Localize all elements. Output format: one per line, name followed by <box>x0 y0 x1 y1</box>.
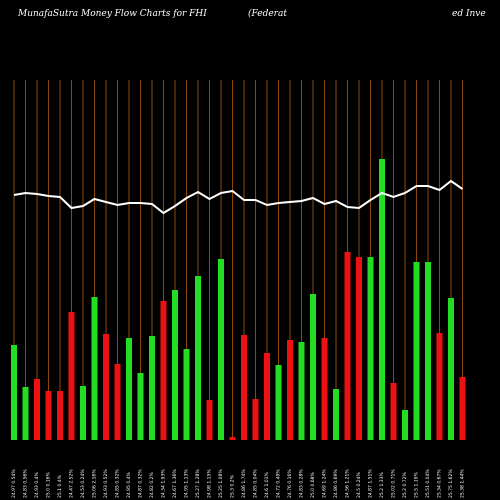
x-tick-label: 24.87 1.51% <box>368 469 374 498</box>
x-tick-label: 24.5 0.24% <box>356 472 362 498</box>
x-tick-label: 24.72 0.49% <box>276 469 282 498</box>
bar <box>195 276 201 440</box>
bar <box>390 383 397 440</box>
bar <box>103 334 109 440</box>
money-flow-line <box>13 179 464 215</box>
bar <box>45 391 52 440</box>
x-tick-label: 24.53 0.24% <box>80 469 86 498</box>
chart-title: MunafaSutra Money Flow Charts for FHI <box>17 9 207 19</box>
bar <box>241 335 247 440</box>
bar <box>287 340 293 440</box>
bar <box>413 262 420 440</box>
bar <box>218 259 224 440</box>
x-tick-label: 25.25 1.08% <box>218 469 224 498</box>
x-tick-label: 24.93 0.4% <box>34 472 40 498</box>
x-tick-label: 25.1 0.4% <box>57 474 63 498</box>
bar <box>22 387 29 440</box>
bar <box>275 365 282 440</box>
x-tick-label: 24.93 0.52% <box>103 469 109 498</box>
x-tick-label: 25.2 0.72% <box>402 472 408 498</box>
x-tick-label: 24.85 0.32% <box>115 469 121 498</box>
x-tick-label: 24.82 0.2% <box>149 472 155 498</box>
x-tick-label: 24.97 0.54% <box>11 469 17 498</box>
x-tick-label: 25.0 0.68% <box>310 472 316 498</box>
x-tick-label: 25.38 1.44% <box>460 469 466 498</box>
bar <box>114 364 121 440</box>
bar <box>183 349 190 440</box>
x-tick-label: 25.51 0.04% <box>425 469 431 498</box>
x-tick-label: 24.95 0.4% <box>126 472 132 498</box>
bar <box>402 410 408 440</box>
bar <box>57 391 63 440</box>
x-tick-label: 24.86 0.69% <box>333 469 339 498</box>
x-tick-label: 24.83 0.28% <box>299 469 305 498</box>
bar <box>206 400 213 440</box>
bar <box>229 437 236 440</box>
x-tick-label: 24.56 1.21% <box>345 469 351 498</box>
bar <box>11 345 17 440</box>
x-tick-label: 25.75 1.62% <box>448 469 454 498</box>
x-tick-label: 25.3 0.2% <box>230 474 236 498</box>
x-tick-label: 25.34 0.67% <box>437 469 443 498</box>
bar <box>172 290 178 440</box>
bar <box>367 257 374 440</box>
bar <box>149 336 155 440</box>
x-tick-label: 24.47 2.52% <box>69 469 75 498</box>
bar <box>436 333 443 440</box>
bar <box>80 386 86 440</box>
bar <box>379 159 385 440</box>
bar <box>333 389 339 440</box>
x-tick-label: 25.27 1.28% <box>195 469 201 498</box>
x-tick-label: 25.06 2.16% <box>92 469 98 498</box>
subtitle: ed Inve <box>452 9 486 19</box>
x-tick-label: 25.02 0.71% <box>391 469 397 498</box>
x-tick-label: 24.86 1.74% <box>241 469 247 498</box>
x-tick-label: 24.67 1.36% <box>172 469 178 498</box>
bar <box>356 257 362 440</box>
x-tick-label: 25.5 1.19% <box>414 472 420 498</box>
x-tick-label: 24.34 1.93% <box>161 469 167 498</box>
x-tick-label: 24.87 0.32% <box>138 469 144 498</box>
bar <box>310 294 316 440</box>
x-tick-label: 24.85 0.04% <box>253 469 259 498</box>
x-tick-label: 25.0 0.16% <box>46 472 52 498</box>
bar <box>137 373 144 440</box>
x-tick-label: 25.2 1.33% <box>379 472 385 498</box>
bar <box>425 262 431 440</box>
bar <box>252 399 259 440</box>
x-tick-label: 24.6 1.01% <box>264 472 270 498</box>
bar <box>68 312 75 440</box>
x-tick-label: 24.95 1.13% <box>184 469 190 498</box>
bar <box>160 301 167 440</box>
x-tick-label: 24.83 0.56% <box>23 469 29 498</box>
x-tick-label: 24.98 1.15% <box>207 469 213 498</box>
bar <box>459 377 466 440</box>
bar <box>91 297 98 440</box>
bar <box>126 338 132 440</box>
bar <box>298 342 305 440</box>
bar <box>344 252 351 440</box>
x-tick-label: 24.76 0.16% <box>287 469 293 498</box>
bar <box>448 298 454 440</box>
subtitle: (Federat <box>248 8 287 19</box>
bar <box>321 338 328 440</box>
bar <box>264 353 270 440</box>
x-tick-label: 24.69 1.24% <box>322 469 328 498</box>
bar <box>34 379 40 440</box>
